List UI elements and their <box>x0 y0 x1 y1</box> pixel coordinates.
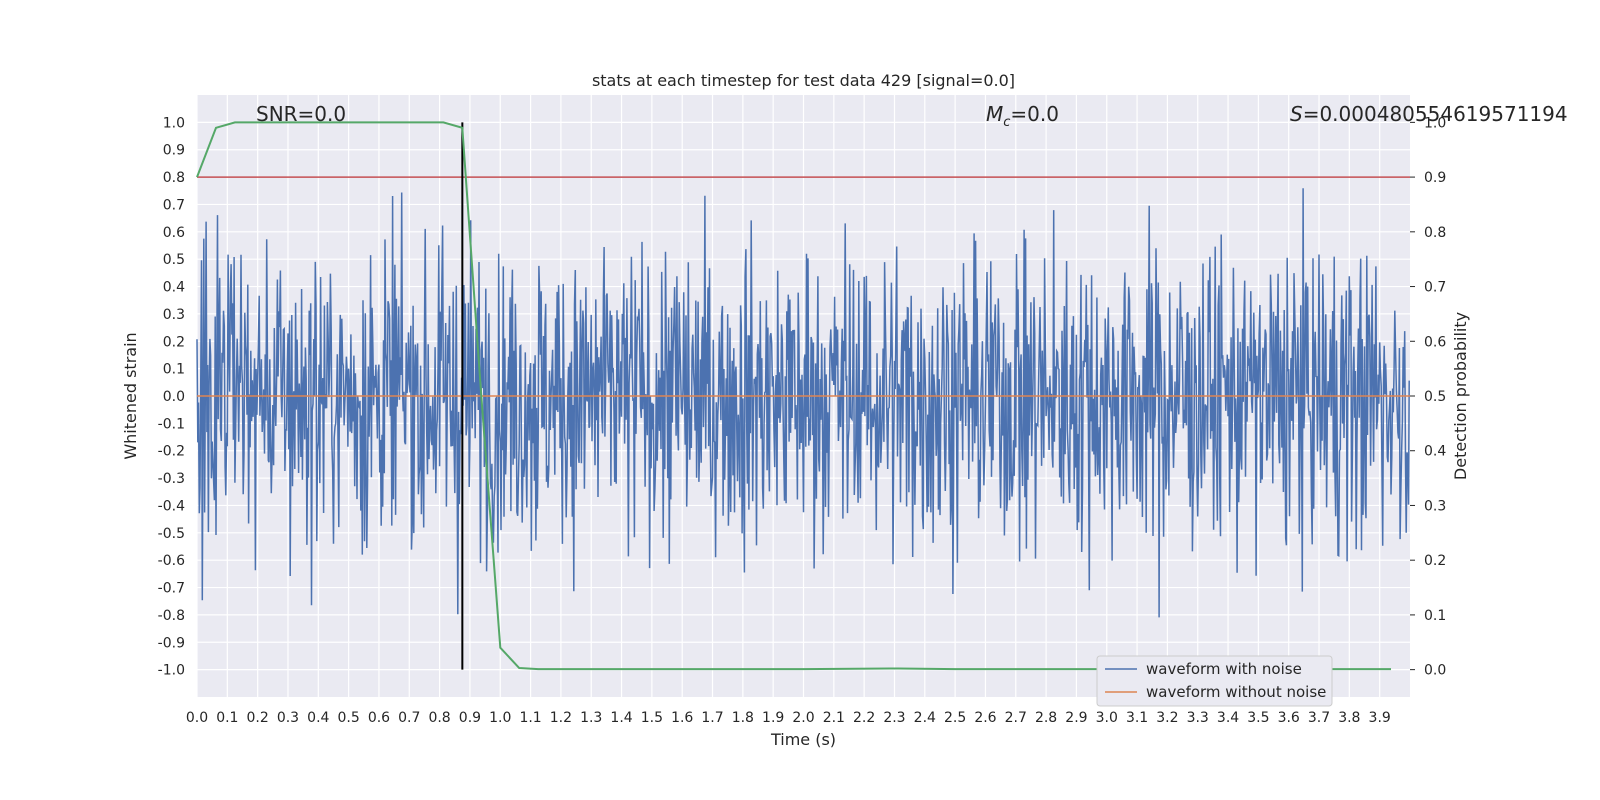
y-tick-label: 0.9 <box>163 143 185 159</box>
x-tick-label: 1.9 <box>762 710 784 726</box>
mc-annotation: Mc=0.0 <box>986 102 1059 130</box>
x-tick-label: 2.2 <box>853 710 875 726</box>
y-tick-label: -1.0 <box>158 663 185 679</box>
x-tick-label: 1.4 <box>610 710 632 726</box>
y-axis-ticks: -1.0 -0.9 -0.8 -0.7 -0.6 -0.5 -0.4 -0.3 -0.2 -0.1… <box>158 115 185 678</box>
x-tick-label: 1.1 <box>519 710 541 726</box>
x-tick-label: 1.7 <box>701 710 723 726</box>
x-tick-label: 3.7 <box>1308 710 1330 726</box>
y-tick-label: -0.1 <box>158 416 185 432</box>
y-right-tick-label: 0.8 <box>1424 225 1446 241</box>
y-tick-label: -0.6 <box>158 553 185 569</box>
y-tick-label: -0.2 <box>158 444 185 460</box>
y-tick-label: -0.9 <box>158 635 185 651</box>
x-tick-label: 2.3 <box>883 710 905 726</box>
y-right-tick-label: 0.4 <box>1424 444 1446 460</box>
x-tick-label: 0.1 <box>216 710 238 726</box>
y-right-tick-label: 0.0 <box>1424 663 1446 679</box>
x-tick-label: 0.5 <box>337 710 359 726</box>
x-tick-label: 2.8 <box>1035 710 1057 726</box>
x-tick-label: 0.7 <box>398 710 420 726</box>
y-right-tick-label: 0.1 <box>1424 608 1446 624</box>
series-waveform-with-noise <box>196 188 1410 618</box>
x-tick-label: 1.5 <box>641 710 663 726</box>
chart-title: stats at each timestep for test data 429… <box>592 71 1015 90</box>
x-tick-label: 0.6 <box>368 710 390 726</box>
x-tick-label: 2.1 <box>823 710 845 726</box>
legend-box <box>1096 655 1333 707</box>
y-tick-label: 0.5 <box>163 252 185 268</box>
x-tick-label: 3.2 <box>1156 710 1178 726</box>
y-tick-label: 0.3 <box>163 307 185 323</box>
x-tick-label: 2.0 <box>792 710 814 726</box>
y-axis-right-ticks: 0.0 0.1 0.2 0.3 0.4 0.5 0.6 0.7 0.8 0.9 1.0 <box>1410 115 1446 679</box>
x-tick-label: 2.5 <box>944 710 966 726</box>
snr-annotation: SNR=0.0 <box>256 102 346 126</box>
y-tick-label: 0.7 <box>163 197 185 213</box>
y-tick-label: 0.0 <box>163 389 185 405</box>
mc-value: =0.0 <box>1010 102 1059 126</box>
x-tick-label: 1.3 <box>580 710 602 726</box>
x-tick-label: 1.0 <box>489 710 511 726</box>
series-layer <box>196 188 1410 618</box>
x-tick-label: 0.0 <box>186 710 208 726</box>
y-tick-label: 0.8 <box>163 170 185 186</box>
x-tick-label: 3.1 <box>1126 710 1148 726</box>
y-right-tick-label: 0.2 <box>1424 553 1446 569</box>
legend-label-clean: waveform without noise <box>1146 683 1326 701</box>
mc-subscript: c <box>1003 115 1010 130</box>
x-tick-label: 2.7 <box>1005 710 1027 726</box>
x-tick-label: 3.0 <box>1096 710 1118 726</box>
y-right-tick-label: 0.3 <box>1424 498 1446 514</box>
x-tick-label: 1.2 <box>550 710 572 726</box>
x-tick-label: 3.3 <box>1187 710 1209 726</box>
y-right-tick-label: 0.9 <box>1424 170 1446 186</box>
y-tick-label: 0.6 <box>163 225 185 241</box>
y-tick-label: 0.1 <box>163 362 185 378</box>
series-detection-probability <box>196 121 1391 671</box>
y-right-tick-label: 1.0 <box>1424 115 1446 131</box>
y-tick-label: 0.2 <box>163 334 185 350</box>
y-tick-label: -0.5 <box>158 526 185 542</box>
y-right-tick-label: 0.7 <box>1424 280 1446 296</box>
y-tick-label: -0.4 <box>158 498 185 514</box>
x-tick-label: 2.4 <box>914 710 936 726</box>
s-symbol: S <box>1290 102 1303 126</box>
x-tick-label: 1.6 <box>671 710 693 726</box>
x-tick-label: 0.8 <box>428 710 450 726</box>
y-tick-label: -0.7 <box>158 581 185 597</box>
legend: waveform with noise waveform without noi… <box>1096 655 1333 707</box>
x-tick-label: 0.9 <box>459 710 481 726</box>
x-tick-label: 3.9 <box>1369 710 1391 726</box>
y-tick-label: 1.0 <box>163 115 185 131</box>
x-tick-label: 2.9 <box>1065 710 1087 726</box>
y-tick-label: 0.4 <box>163 280 185 296</box>
x-tick-label: 3.5 <box>1247 710 1269 726</box>
x-tick-label: 3.6 <box>1278 710 1300 726</box>
x-tick-label: 2.6 <box>974 710 996 726</box>
y-right-tick-label: 0.6 <box>1424 334 1446 350</box>
x-axis-label: Time (s) <box>770 730 836 749</box>
y-axis-right-label: Detection probability <box>1451 312 1470 480</box>
x-tick-label: 1.8 <box>732 710 754 726</box>
legend-label-noise: waveform with noise <box>1146 660 1302 678</box>
x-tick-label: 3.8 <box>1338 710 1360 726</box>
x-tick-label: 0.3 <box>277 710 299 726</box>
y-right-tick-label: 0.5 <box>1424 389 1446 405</box>
x-tick-label: 0.2 <box>247 710 269 726</box>
s-annotation: S=0.000480554619571194 <box>1290 102 1568 126</box>
s-value: =0.000480554619571194 <box>1303 102 1568 126</box>
mc-symbol: M <box>986 102 1003 126</box>
x-axis-ticks: 0.0 0.1 0.2 0.3 0.4 0.5 0.6 0.7 0.8 0.9 1.0 1.1 1.2 1… <box>186 710 1391 726</box>
x-tick-label: 3.4 <box>1217 710 1239 726</box>
y-tick-label: -0.8 <box>158 608 185 624</box>
y-tick-label: -0.3 <box>158 471 185 487</box>
y-axis-label: Whitened strain <box>121 332 140 459</box>
x-tick-label: 0.4 <box>307 710 329 726</box>
